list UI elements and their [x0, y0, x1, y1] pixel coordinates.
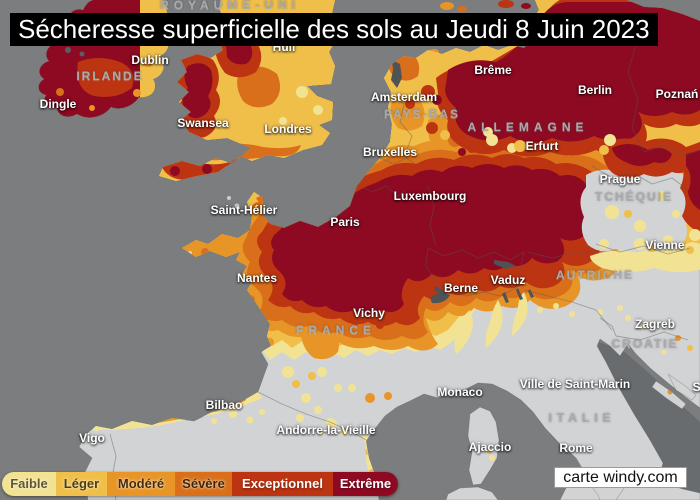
country-label-italie: ITALIE: [548, 411, 616, 425]
land: [38, 0, 700, 500]
country-label-royaume-uni: ROYAUME-UNI: [160, 0, 300, 12]
city-label-vienne: Vienne: [645, 238, 685, 252]
country-label-france: FRANCE: [296, 323, 376, 337]
country-borders: [109, 15, 700, 500]
legend-item-severe[interactable]: Sévère: [175, 472, 232, 496]
city-label-londres: Londres: [264, 122, 312, 136]
city-label-berne: Berne: [443, 281, 479, 295]
legend-item-modere[interactable]: Modéré: [107, 472, 175, 496]
windy-attribution-link[interactable]: carte windy.com: [554, 467, 687, 488]
drought-legend: Faible Léger Modéré Sévère Exceptionnel …: [2, 472, 398, 496]
city-label-erfurt: Erfurt: [525, 139, 559, 153]
city-label-rome: Rome: [559, 441, 593, 455]
city-label-vaduz: Vaduz: [490, 273, 526, 287]
city-label-prague: Prague: [599, 172, 641, 186]
city-label-paris: Paris: [330, 215, 360, 229]
city-label-partial-sa: Sa: [692, 380, 700, 394]
country-label-irlande: IRLANDE: [76, 69, 144, 83]
city-label-dingle: Dingle: [39, 97, 77, 111]
city-label-ajaccio: Ajaccio: [468, 440, 512, 454]
legend-item-extreme[interactable]: Extrême: [333, 472, 398, 496]
country-label-croatie: CROATIE: [611, 337, 679, 351]
city-label-berlin: Berlin: [577, 83, 613, 97]
city-label-swansea: Swansea: [177, 116, 229, 130]
alpine-tongues: [454, 292, 647, 354]
legend-item-leger[interactable]: Léger: [56, 472, 107, 496]
ireland-overlays: [56, 47, 153, 111]
germany-mid-patches: [440, 127, 616, 155]
country-label-autriche: AUTRICHE: [556, 268, 634, 282]
city-label-monaco: Monaco: [437, 385, 483, 399]
city-label-breme: Brême: [474, 63, 512, 77]
misc-specks: [487, 335, 693, 461]
city-label-saint-helier: Saint-Hélier: [210, 203, 278, 217]
czech-no-drought-pocket: [580, 168, 693, 253]
city-label-vichy: Vichy: [353, 306, 385, 320]
legend-item-exceptionnel[interactable]: Exceptionnel: [232, 472, 333, 496]
channel-island: [234, 203, 240, 209]
country-label-allemagne: ALLEMAGNE: [467, 120, 589, 134]
south-france-spots: [282, 366, 356, 426]
city-label-bruxelles: Bruxelles: [362, 145, 418, 159]
adriatic-sea-shading: [598, 342, 700, 500]
city-label-zagreb: Zagreb: [634, 317, 676, 331]
city-label-nantes: Nantes: [236, 271, 278, 285]
city-label-poznan: Poznań: [655, 87, 699, 101]
city-label-dublin: Dublin: [131, 53, 169, 67]
lakes: [199, 60, 534, 416]
country-label-tchequie: TCHÉQUIE: [594, 190, 674, 204]
austria-yellow-band: [590, 229, 700, 272]
map-title: Sécheresse superficielle des sols au Jeu…: [10, 13, 658, 46]
legend-item-faible[interactable]: Faible: [2, 472, 56, 496]
city-label-bilbao: Bilbao: [205, 398, 243, 412]
city-label-ville-de-saint-marin: Ville de Saint-Marin: [519, 377, 631, 391]
silesia-dark-cores: [602, 138, 700, 232]
city-label-amsterdam: Amsterdam: [370, 90, 438, 104]
city-label-andorre-la-vieille: Andorre-la-Vieille: [276, 423, 376, 437]
city-label-vigo: Vigo: [79, 431, 105, 445]
country-label-pays-bas: PAYS-BAS: [383, 107, 461, 121]
city-label-luxembourg: Luxembourg: [393, 189, 467, 203]
channel-island: [227, 196, 231, 200]
